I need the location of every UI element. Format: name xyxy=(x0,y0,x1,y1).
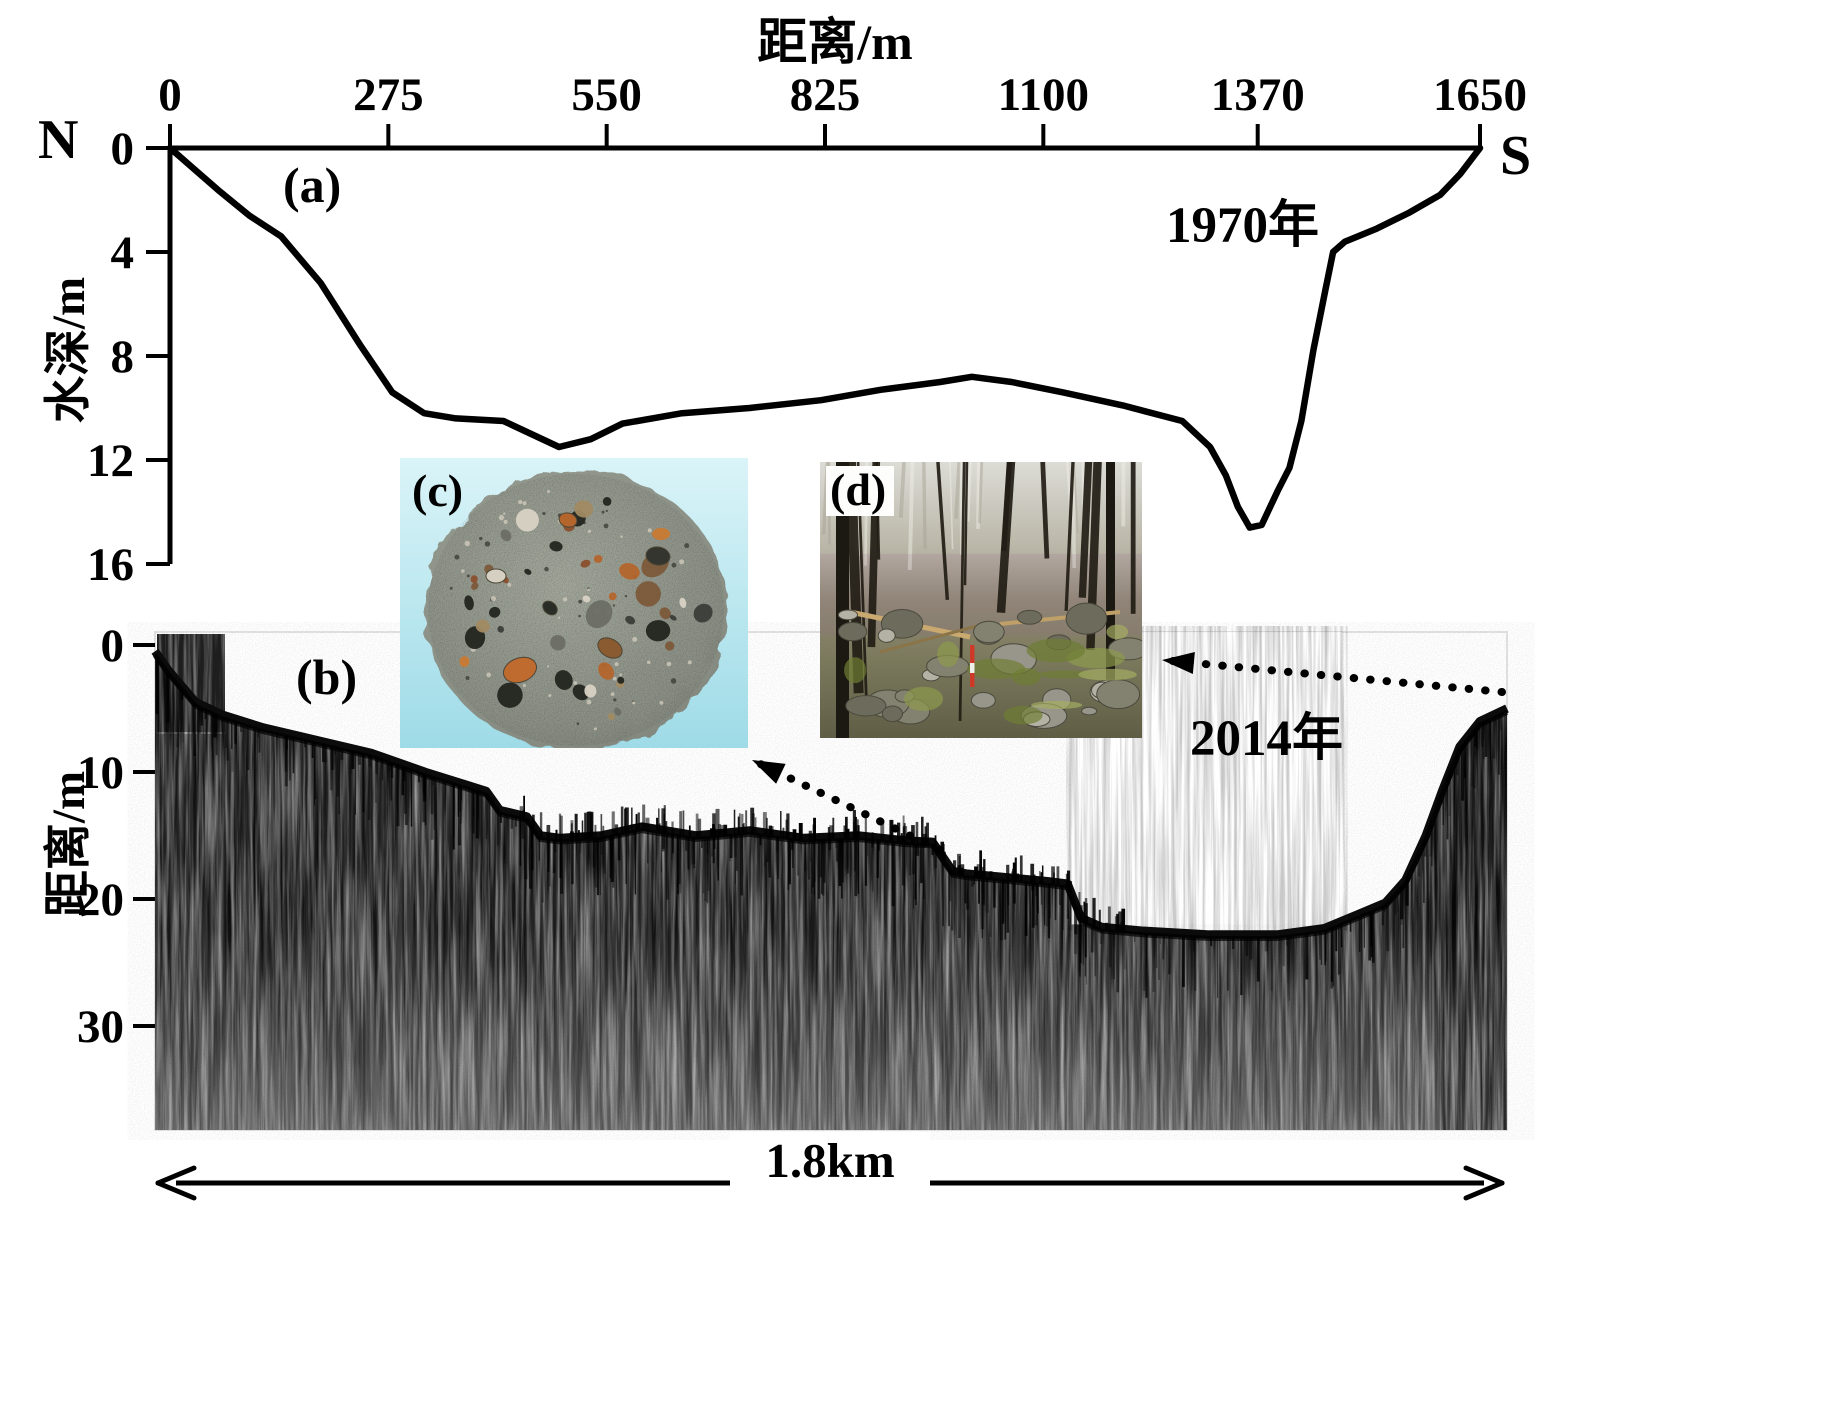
inset-c-photo: (c) xyxy=(400,458,748,750)
svg-text:4: 4 xyxy=(111,227,135,279)
svg-text:275: 275 xyxy=(353,69,424,121)
year-1970-label: 1970年 xyxy=(1166,198,1320,254)
inset-d-label: (d) xyxy=(826,465,895,517)
svg-text:0: 0 xyxy=(158,69,182,121)
svg-text:1100: 1100 xyxy=(998,69,1089,121)
inset-d-photo: (d) xyxy=(820,455,1150,738)
south-label: S xyxy=(1500,125,1532,187)
svg-text:0: 0 xyxy=(101,620,125,672)
scale-label: 1.8km xyxy=(730,1132,930,1189)
svg-text:8: 8 xyxy=(111,331,135,383)
svg-text:825: 825 xyxy=(790,69,861,121)
svg-text:16: 16 xyxy=(87,539,134,591)
svg-text:12: 12 xyxy=(87,435,134,487)
year-2014-label: 2014年 xyxy=(1190,711,1344,767)
svg-text:1650: 1650 xyxy=(1433,69,1527,121)
svg-text:20: 20 xyxy=(77,874,124,926)
sediment-sample-photo xyxy=(400,458,748,750)
svg-text:0: 0 xyxy=(111,123,135,175)
sediment-disc xyxy=(424,470,728,750)
panel-a-axes: 0 275 550 825 1100 1370 1650 0 4 8 12 16 xyxy=(87,69,1527,591)
panel-a-y-axis-title: 水深/m xyxy=(43,276,95,424)
forest-scene xyxy=(820,455,1150,738)
echo-tails xyxy=(155,657,1503,1001)
svg-text:1370: 1370 xyxy=(1211,69,1305,121)
svg-text:550: 550 xyxy=(571,69,642,121)
svg-text:10: 10 xyxy=(77,747,124,799)
panel-b-y-axis-title: 距离/m xyxy=(43,770,95,918)
panel-a-x-axis-title: 距离/m xyxy=(757,14,913,70)
north-label: N xyxy=(38,109,79,171)
panel-b-label: (b) xyxy=(296,649,358,705)
panel-a-label: (a) xyxy=(283,157,342,213)
panel-b-y-ticks: 0 10 20 30 xyxy=(77,620,155,1053)
profile-curve-1970 xyxy=(166,144,1484,531)
inset-c-label: (c) xyxy=(412,465,464,516)
svg-text:30: 30 xyxy=(77,1001,124,1053)
